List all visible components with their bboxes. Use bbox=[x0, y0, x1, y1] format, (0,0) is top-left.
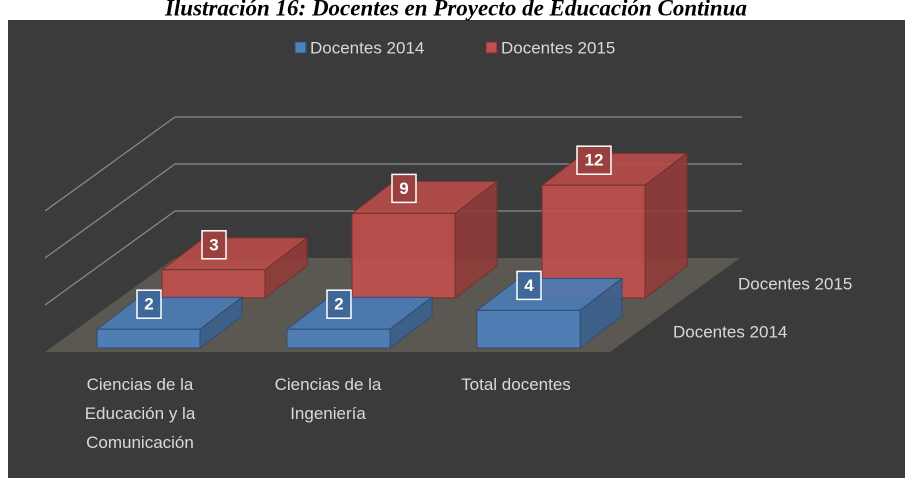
data-label: 3 bbox=[209, 235, 218, 254]
data-label-box bbox=[201, 230, 227, 260]
bar-front bbox=[96, 328, 201, 349]
data-label-box bbox=[516, 270, 542, 301]
data-label: 2 bbox=[334, 295, 343, 314]
bar-front bbox=[286, 328, 391, 349]
x-tick-label: Ciencias de la Educación y la Comunicaci… bbox=[84, 375, 196, 452]
bar bbox=[285, 296, 434, 350]
bar-front bbox=[351, 212, 456, 299]
bar bbox=[160, 236, 309, 300]
legend-swatch bbox=[294, 41, 307, 54]
grid-line bbox=[44, 163, 742, 259]
data-label: 12 bbox=[585, 151, 604, 170]
bar bbox=[475, 277, 624, 350]
bar-front bbox=[161, 269, 266, 299]
chart-title: Ilustración 16: Docentes en Proyecto de … bbox=[164, 0, 747, 20]
data-label-box bbox=[136, 289, 162, 319]
depth-label: Docentes 2014 bbox=[673, 322, 787, 341]
data-label-box bbox=[326, 289, 352, 319]
bar-front bbox=[476, 309, 581, 349]
data-label: 2 bbox=[144, 295, 153, 314]
depth-label: Docentes 2015 bbox=[738, 274, 852, 293]
data-label-box bbox=[391, 173, 417, 204]
x-tick-label: Total docentes bbox=[461, 375, 571, 394]
data-label: 4 bbox=[524, 276, 534, 295]
bar bbox=[540, 152, 689, 300]
x-tick-label: Ciencias de la Ingeniería bbox=[274, 375, 382, 423]
legend-label: Docentes 2015 bbox=[501, 38, 615, 57]
legend-label: Docentes 2014 bbox=[310, 38, 424, 57]
data-label: 9 bbox=[399, 179, 408, 198]
bar bbox=[95, 296, 244, 350]
legend-swatch bbox=[485, 41, 498, 54]
grid-line bbox=[44, 116, 742, 212]
bar bbox=[350, 180, 499, 300]
data-label-box bbox=[576, 145, 612, 175]
